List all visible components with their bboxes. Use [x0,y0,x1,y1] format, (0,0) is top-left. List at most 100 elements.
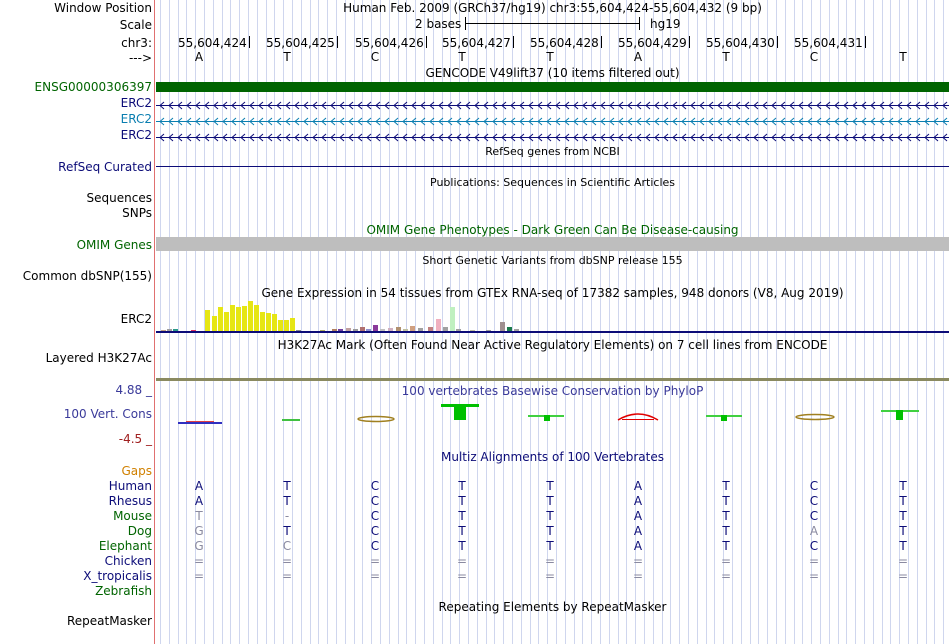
gtex-tissue-bar[interactable] [173,329,178,331]
gtex-tissue-bar[interactable] [272,314,277,331]
gaps-label[interactable]: Gaps [121,464,152,478]
refseq-label[interactable]: RefSeq Curated [58,160,152,174]
gencode-title[interactable]: GENCODE V49lift37 (10 items filtered out… [425,66,680,80]
gtex-tissue-bar[interactable] [443,327,448,331]
gtex-tissue-bar[interactable] [353,329,358,331]
repeatmasker-title[interactable]: Repeating Elements by RepeatMasker [438,600,667,614]
gtex-tissue-bar[interactable] [388,328,393,331]
h3k27ac-title[interactable]: H3K27Ac Mark (Often Found Near Active Re… [277,338,828,352]
species-label[interactable]: Chicken [104,554,152,568]
gtex-tissue-bar[interactable] [507,327,512,331]
publications-title[interactable]: Publications: Sequences in Scientific Ar… [430,176,675,189]
gtex-tissue-bar[interactable] [428,327,433,331]
gtex-tissue-bar[interactable] [346,328,351,331]
dbsnp-label[interactable]: Common dbSNP(155) [22,269,152,283]
h3k27ac-signal-line[interactable] [156,378,949,381]
publications-label-snps[interactable]: SNPs [122,206,152,220]
repeatmasker-label[interactable]: RepeatMasker [66,614,152,628]
gtex-tissue-bar[interactable] [278,320,283,331]
gridline [353,0,355,644]
alignment-base: A [194,479,204,493]
gtex-tissue-bar[interactable] [290,318,295,331]
gtex-tissue-bar[interactable] [320,330,325,331]
alignment-base: A [633,539,643,553]
species-label[interactable]: X_tropicalis [83,569,152,583]
alignment-base: = [281,554,293,568]
erc2-transcript-3[interactable] [156,131,949,142]
multiz-title[interactable]: Multiz Alignments of 100 Vertebrates [440,450,665,464]
refseq-title[interactable]: RefSeq genes from NCBI [485,145,620,158]
ruler-position-label: 55,604,428 [530,36,599,50]
species-label[interactable]: Mouse [113,509,152,523]
gtex-tissue-bar[interactable] [205,310,210,331]
gtex-tissue-bar[interactable] [373,325,378,331]
gtex-tissue-bar[interactable] [218,307,223,331]
scale-text: 2 bases [415,17,462,31]
gencode-label-erc2-3[interactable]: ERC2 [120,128,152,142]
gtex-tissue-bar[interactable] [456,329,461,331]
gtex-tissue-bar[interactable] [418,328,423,331]
publications-label-sequences[interactable]: Sequences [86,191,152,205]
erc2-transcript-1[interactable] [156,99,949,110]
gtex-tissue-bar[interactable] [500,322,505,331]
ruler-tick [601,36,602,48]
gtex-tissue-bar[interactable] [396,327,401,331]
species-label[interactable]: Rhesus [108,494,152,508]
gtex-tissue-bar[interactable] [167,329,172,331]
omim-label[interactable]: OMIM Genes [76,238,152,252]
omim-gene-bar[interactable] [156,237,949,251]
ruler-tick [249,36,250,48]
gtex-tissue-bar[interactable] [266,313,271,331]
species-label[interactable]: Elephant [98,539,152,553]
dbsnp-title[interactable]: Short Genetic Variants from dbSNP releas… [422,254,683,267]
gencode-label-erc2-1[interactable]: ERC2 [120,96,152,110]
conservation-graph[interactable] [156,402,949,430]
gridline [573,0,575,644]
gencode-label-ensg[interactable]: ENSG00000306397 [34,80,152,94]
species-label[interactable]: Zebrafish [95,584,152,598]
ruler-tick [689,36,690,48]
gtex-tissue-bar[interactable] [450,307,455,331]
species-label[interactable]: Dog [127,524,152,538]
gtex-tissue-bar[interactable] [332,329,337,331]
alignment-base: A [633,509,643,523]
gtex-tissue-bar[interactable] [236,307,241,331]
gtex-title[interactable]: Gene Expression in 54 tissues from GTEx … [261,286,844,300]
gtex-tissue-bar[interactable] [248,301,253,331]
gtex-tissue-bar[interactable] [436,319,441,331]
conservation-label[interactable]: 100 Vert. Cons [63,407,152,421]
gtex-label[interactable]: ERC2 [120,312,152,326]
gtex-tissue-bar[interactable] [224,312,229,331]
omim-title[interactable]: OMIM Gene Phenotypes - Dark Green Can Be… [366,223,739,237]
chrom-label: chr3: [121,36,152,50]
gtex-tissue-bar[interactable] [242,306,247,331]
conservation-title[interactable]: 100 vertebrates Basewise Conservation by… [401,384,704,398]
h3k27ac-label[interactable]: Layered H3K27Ac [45,351,152,365]
gtex-tissue-bar[interactable] [366,329,371,331]
gtex-tissue-bar[interactable] [470,330,475,331]
alignment-base: = [544,569,556,583]
gtex-tissue-bar[interactable] [514,329,519,331]
gtex-tissue-bar[interactable] [360,327,365,331]
species-label[interactable]: Human [108,479,152,493]
gtex-tissue-bar[interactable] [410,326,415,331]
gtex-tissue-bar[interactable] [191,330,196,331]
gridline [441,0,443,644]
gtex-tissue-bar[interactable] [284,320,289,331]
gtex-tissue-bar[interactable] [212,316,217,331]
gtex-tissue-bar[interactable] [296,330,301,331]
erc2-transcript-2[interactable] [156,115,949,126]
gencode-gene-bar[interactable] [156,82,949,92]
gtex-tissue-bar[interactable] [161,330,166,331]
gencode-label-erc2-2[interactable]: ERC2 [120,112,152,126]
gtex-tissue-bar[interactable] [403,329,408,331]
gtex-tissue-bar[interactable] [230,305,235,331]
refseq-gene-line[interactable] [156,166,949,167]
gtex-tissue-bar[interactable] [260,312,265,331]
alignment-base: = [281,569,293,583]
gtex-tissue-bar[interactable] [254,305,259,331]
gtex-tissue-bar[interactable] [486,330,491,331]
gtex-tissue-bar[interactable] [380,329,385,331]
gtex-tissue-bar[interactable] [338,329,343,331]
